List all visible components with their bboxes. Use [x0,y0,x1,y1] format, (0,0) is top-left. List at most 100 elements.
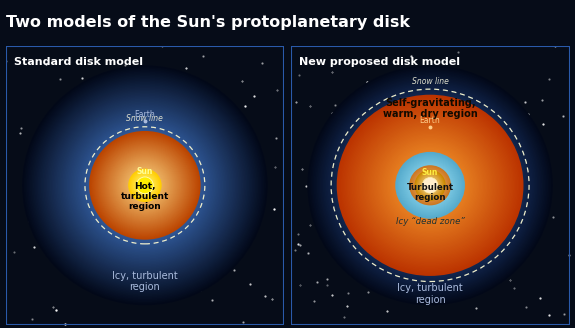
Ellipse shape [427,183,433,188]
Ellipse shape [382,139,478,232]
Ellipse shape [352,110,508,260]
Ellipse shape [45,88,244,283]
Ellipse shape [404,160,456,211]
Ellipse shape [419,175,441,196]
Ellipse shape [406,162,454,209]
Ellipse shape [121,162,169,209]
Ellipse shape [382,139,478,232]
Ellipse shape [85,127,205,244]
Ellipse shape [348,106,512,264]
Ellipse shape [363,121,497,250]
Ellipse shape [410,166,450,205]
Ellipse shape [395,151,465,220]
Ellipse shape [377,133,484,238]
Ellipse shape [370,127,490,244]
Ellipse shape [427,182,434,189]
Ellipse shape [421,176,439,195]
Ellipse shape [372,128,488,242]
Ellipse shape [410,166,450,205]
Ellipse shape [336,94,524,277]
Ellipse shape [142,182,148,188]
Ellipse shape [132,173,158,198]
Ellipse shape [373,130,487,241]
Ellipse shape [350,108,510,263]
Ellipse shape [356,114,504,256]
Ellipse shape [400,156,461,215]
Ellipse shape [409,165,451,205]
Ellipse shape [129,170,160,201]
Ellipse shape [90,132,200,239]
Ellipse shape [409,165,451,206]
Ellipse shape [58,100,232,271]
Text: New proposed disk model: New proposed disk model [299,57,460,67]
Text: Self-gravitating,
warm, dry region: Self-gravitating, warm, dry region [383,98,477,119]
Ellipse shape [428,184,432,187]
Ellipse shape [429,184,431,187]
Ellipse shape [99,141,190,230]
Ellipse shape [423,179,437,192]
Ellipse shape [101,142,189,229]
Ellipse shape [48,91,242,280]
Ellipse shape [33,76,257,295]
Ellipse shape [416,172,444,199]
Ellipse shape [405,161,455,210]
Ellipse shape [83,125,206,245]
Ellipse shape [412,168,448,203]
Ellipse shape [417,173,443,198]
Ellipse shape [106,148,183,223]
Ellipse shape [388,144,473,227]
Ellipse shape [70,112,220,259]
Ellipse shape [22,65,267,305]
Ellipse shape [361,118,499,253]
Ellipse shape [344,102,516,268]
Ellipse shape [365,122,496,249]
Ellipse shape [137,178,152,193]
Ellipse shape [430,185,431,186]
Ellipse shape [53,95,237,275]
Ellipse shape [413,169,447,201]
Ellipse shape [415,170,446,200]
Ellipse shape [425,180,435,190]
Ellipse shape [141,182,148,189]
Ellipse shape [421,176,439,195]
Ellipse shape [414,170,446,201]
Ellipse shape [118,159,172,212]
Ellipse shape [418,174,442,197]
Ellipse shape [404,159,457,211]
Ellipse shape [310,69,550,302]
Ellipse shape [124,164,166,206]
Ellipse shape [143,184,147,187]
Ellipse shape [346,104,514,267]
Ellipse shape [137,178,152,193]
Ellipse shape [125,166,164,204]
Ellipse shape [396,153,464,218]
Ellipse shape [354,111,507,260]
Ellipse shape [107,148,183,222]
Ellipse shape [347,104,513,266]
Ellipse shape [398,154,462,216]
Ellipse shape [378,135,482,236]
Ellipse shape [426,181,434,190]
Ellipse shape [392,148,469,223]
Ellipse shape [62,104,228,266]
Text: Turbulent
region: Turbulent region [407,183,454,202]
Ellipse shape [375,132,485,238]
Ellipse shape [37,80,252,290]
Ellipse shape [346,103,515,268]
Ellipse shape [340,97,520,274]
Ellipse shape [130,171,160,200]
Ellipse shape [405,161,455,210]
Ellipse shape [112,154,178,217]
Ellipse shape [415,171,445,199]
Ellipse shape [398,154,462,216]
Ellipse shape [116,157,174,214]
Ellipse shape [115,156,175,214]
Ellipse shape [41,83,249,287]
Ellipse shape [105,146,185,224]
Ellipse shape [122,163,168,208]
Ellipse shape [413,169,447,202]
Ellipse shape [356,113,504,257]
Ellipse shape [349,106,511,265]
Ellipse shape [401,157,459,214]
Ellipse shape [338,96,522,275]
